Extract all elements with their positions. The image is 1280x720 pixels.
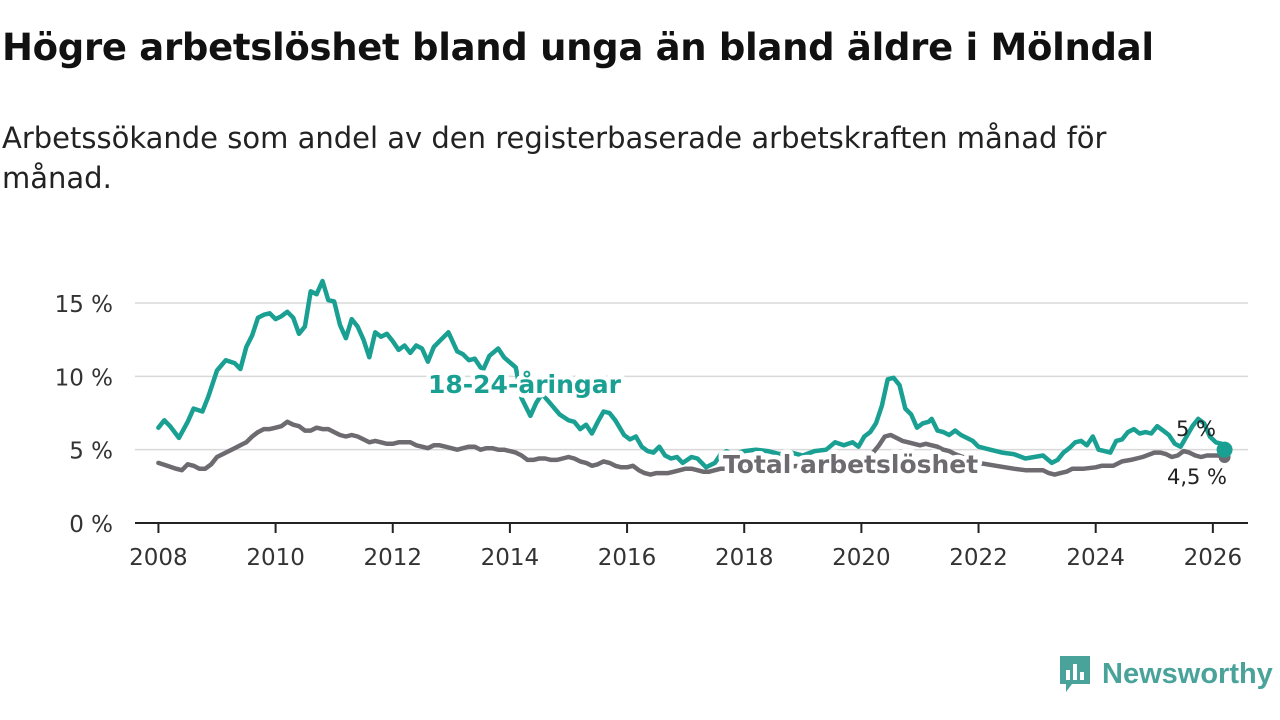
x-tick-label: 2008 [129, 545, 188, 571]
x-tick-label: 2024 [1066, 545, 1125, 571]
series-line-total [156, 419, 1227, 477]
endpoint-youth [1216, 441, 1233, 458]
chart-subtitle: Arbetssökande som andel av den registerb… [2, 121, 1107, 195]
end-label-youth: 5 % [1176, 417, 1216, 441]
label-layer: 18-24-åringar Total arbetslöshet 5 % 4,5 % [424, 366, 1228, 490]
chart-title: Högre arbetslöshet bland unga än bland ä… [2, 26, 1154, 69]
x-tick-label: 2012 [363, 545, 422, 571]
y-tick-label: 5 % [69, 439, 113, 465]
end-label-total: 4,5 % [1167, 465, 1227, 489]
series-label-youth: 18-24-åringar [428, 370, 622, 399]
brand-name: Newsworthy [1102, 657, 1273, 690]
axis-layer: 0 % 5 % 10 % 15 % 2008 2010 2012 2014 2016 2018 20… [55, 292, 1248, 571]
x-tick-label: 2014 [481, 545, 540, 571]
x-tick-label: 2010 [246, 545, 305, 571]
x-tick-label: 2022 [949, 545, 1008, 571]
newsworthy-brand: Newsworthy [1058, 654, 1273, 694]
newsworthy-logo-icon [1060, 656, 1090, 692]
x-tick-label: 2020 [832, 545, 891, 571]
series-label-total: Total arbetslöshet [723, 450, 978, 479]
x-tick-label: 2016 [598, 545, 657, 571]
y-tick-label: 15 % [55, 292, 113, 318]
series-layer [156, 278, 1233, 477]
x-tick-label: 2026 [1184, 545, 1243, 571]
x-tick-label: 2018 [715, 545, 774, 571]
y-tick-label: 0 % [69, 512, 113, 538]
grid-layer [135, 302, 1248, 451]
y-tick-label: 10 % [55, 365, 113, 391]
series-line-youth [156, 278, 1227, 470]
